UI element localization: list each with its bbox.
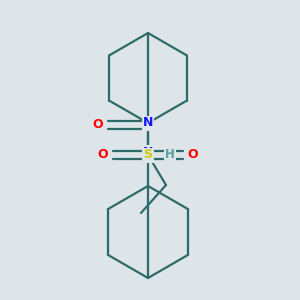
Text: O: O xyxy=(93,118,103,131)
Text: O: O xyxy=(188,148,198,161)
Text: S: S xyxy=(143,148,152,161)
Text: N: N xyxy=(143,146,153,158)
Text: H: H xyxy=(165,148,175,160)
Text: O: O xyxy=(98,148,108,161)
Text: N: N xyxy=(143,116,153,130)
